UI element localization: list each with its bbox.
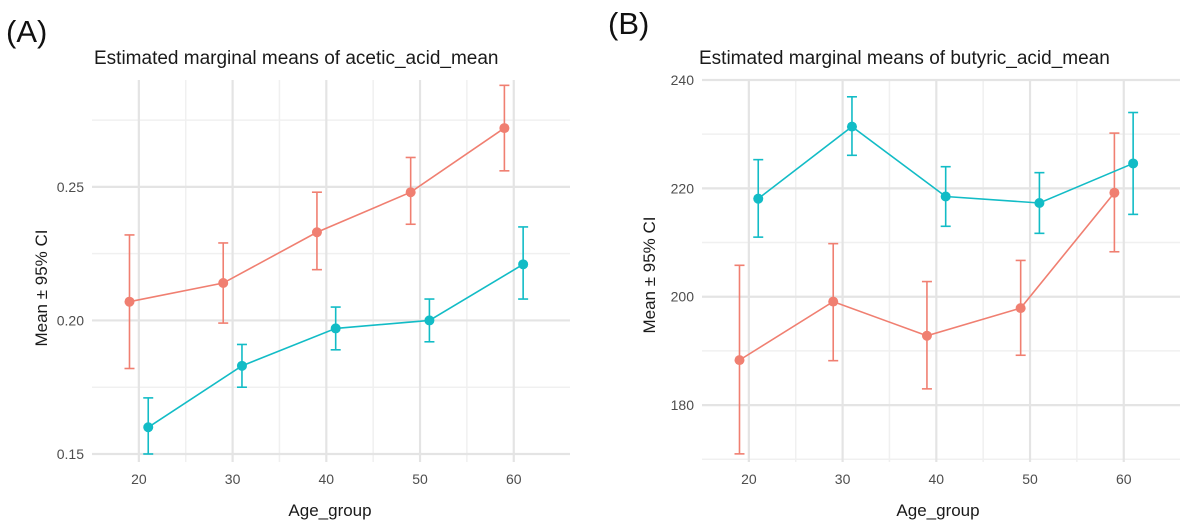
panel-tag: (A) — [6, 14, 47, 49]
tick-labels: 20 30 40 50 60 0.15 0.20 0.25 — [57, 179, 522, 487]
data-point — [143, 422, 154, 433]
x-tick-label: 60 — [1116, 471, 1132, 487]
y-tick-label: 0.25 — [57, 179, 84, 195]
x-tick-label: 20 — [131, 471, 147, 487]
data-point — [1015, 303, 1026, 314]
data-point — [1109, 187, 1120, 198]
y-tick-label: 0.15 — [57, 446, 84, 462]
x-tick-label: 20 — [741, 471, 757, 487]
series-2 — [753, 95, 1139, 238]
series-1 — [734, 132, 1120, 455]
panel-tag: (B) — [608, 6, 649, 41]
grid — [702, 78, 1180, 462]
data-point — [846, 121, 857, 132]
y-axis-label: Mean ± 95% CI — [640, 216, 659, 333]
data-point — [311, 227, 322, 238]
x-tick-label: 60 — [506, 471, 522, 487]
x-axis-label: Age_group — [288, 501, 371, 520]
data-point — [330, 323, 341, 334]
data-point — [124, 296, 135, 307]
x-tick-label: 30 — [225, 471, 241, 487]
x-axis-label: Age_group — [896, 501, 979, 520]
x-tick-label: 50 — [1022, 471, 1038, 487]
data-point — [518, 259, 529, 270]
y-tick-label: 240 — [671, 72, 695, 88]
data-point — [499, 123, 510, 134]
grid — [92, 80, 570, 462]
panel-b: (B) Estimated marginal means of butyric_… — [608, 6, 1180, 520]
y-tick-label: 180 — [671, 397, 695, 413]
x-tick-label: 30 — [835, 471, 851, 487]
data-point — [940, 191, 951, 202]
data-point — [1034, 197, 1045, 208]
x-tick-label: 40 — [319, 471, 335, 487]
chart-title: Estimated marginal means of butyric_acid… — [699, 48, 1110, 69]
y-tick-label: 200 — [671, 289, 695, 305]
x-tick-label: 40 — [929, 471, 945, 487]
series-2 — [143, 226, 529, 455]
data-point — [1128, 158, 1139, 169]
data-point — [828, 296, 839, 307]
y-axis-label: Mean ± 95% CI — [32, 229, 51, 346]
y-tick-label: 0.20 — [57, 312, 84, 328]
data-point — [424, 315, 435, 326]
panel-a: (A) Estimated marginal means of acetic_a… — [6, 14, 570, 520]
data-point — [753, 193, 764, 204]
data-point — [734, 355, 745, 366]
x-tick-label: 50 — [412, 471, 428, 487]
series-1 — [124, 84, 510, 370]
data-point — [921, 330, 932, 341]
y-tick-label: 220 — [671, 180, 695, 196]
chart-title: Estimated marginal means of acetic_acid_… — [94, 48, 498, 69]
data-point — [218, 278, 229, 289]
tick-labels: 20 30 40 50 60 180 200 220 240 — [671, 72, 1132, 487]
data-point — [405, 187, 416, 198]
data-point — [236, 360, 247, 371]
